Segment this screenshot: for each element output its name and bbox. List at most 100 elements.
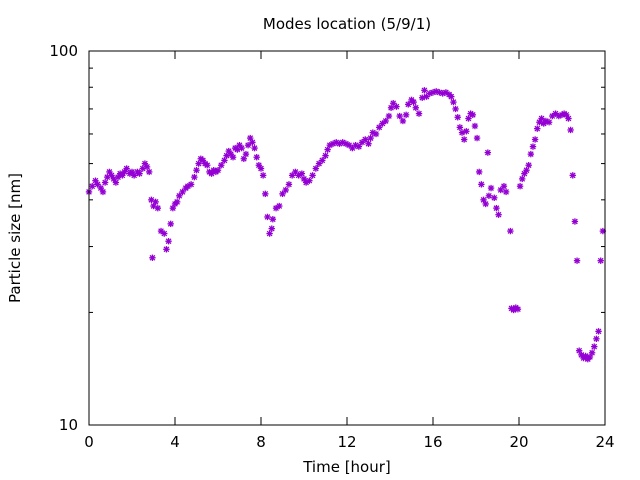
data-point	[187, 181, 195, 188]
data-point	[204, 162, 211, 169]
data-point	[516, 183, 524, 190]
data-point	[471, 122, 479, 130]
data-point	[412, 104, 419, 111]
data-point	[292, 168, 299, 176]
x-tick-label: 20	[509, 433, 528, 451]
data-point	[272, 204, 280, 212]
data-point	[367, 134, 374, 142]
data-point	[527, 150, 535, 158]
data-point	[268, 225, 275, 232]
data-point	[402, 111, 410, 119]
data-point	[365, 140, 372, 147]
data-point	[450, 98, 457, 106]
data-point	[355, 143, 363, 150]
chart-title: Modes location (5/9/1)	[263, 15, 431, 33]
data-point	[476, 168, 483, 176]
plot-frame	[88, 50, 606, 426]
data-point	[319, 157, 326, 164]
y-axis-label: Particle size [nm]	[6, 173, 24, 303]
data-point	[298, 170, 306, 177]
data-point	[242, 150, 250, 158]
data-point	[469, 111, 476, 119]
data-point	[597, 257, 604, 264]
data-point	[448, 93, 455, 100]
data-point	[249, 139, 256, 146]
data-point	[191, 173, 198, 181]
data-point	[238, 144, 245, 152]
data-point	[141, 160, 149, 167]
data-point	[514, 305, 522, 313]
data-point	[214, 167, 222, 174]
data-point	[485, 192, 493, 200]
x-tick-label: 16	[423, 433, 442, 451]
data-point	[218, 162, 225, 169]
x-tick-label: 0	[84, 433, 94, 451]
y-tick-label: 10	[59, 416, 78, 434]
data-point	[456, 124, 464, 131]
data-point	[285, 181, 293, 188]
data-point	[569, 172, 576, 179]
data-point	[259, 172, 267, 179]
data-point	[491, 194, 498, 202]
data-point	[487, 184, 495, 192]
data-point	[396, 112, 403, 120]
y-tick-label: 100	[49, 42, 78, 60]
data-point	[507, 227, 514, 235]
data-point	[161, 230, 168, 237]
data-point	[415, 110, 423, 117]
data-point	[251, 144, 258, 152]
data-point	[262, 190, 269, 198]
data-point	[157, 227, 165, 235]
x-tick-label: 8	[256, 433, 266, 451]
data-point	[309, 172, 316, 179]
data-point	[382, 117, 389, 125]
data-point	[89, 183, 96, 190]
data-point	[529, 143, 537, 150]
data-point	[322, 152, 329, 159]
data-point	[410, 98, 417, 106]
data-point	[519, 175, 526, 183]
data-point	[99, 188, 107, 196]
data-point	[276, 202, 283, 210]
data-point	[571, 218, 579, 225]
data-point	[478, 181, 485, 188]
data-point	[123, 165, 130, 172]
data-point	[465, 115, 472, 122]
data-point	[179, 188, 186, 196]
data-point	[165, 238, 172, 245]
data-point	[173, 198, 181, 206]
data-point	[306, 177, 313, 184]
x-tick-label: 24	[595, 433, 614, 451]
data-point	[229, 154, 237, 161]
data-point	[595, 328, 602, 335]
data-point	[163, 246, 170, 253]
data-point	[101, 179, 109, 186]
data-point	[593, 335, 600, 343]
data-point	[567, 126, 574, 134]
data-point	[146, 168, 153, 176]
data-point	[399, 117, 407, 125]
data-point	[523, 167, 530, 174]
data-point	[538, 115, 545, 122]
x-axis-label: Time [hour]	[302, 458, 391, 476]
data-point	[167, 220, 174, 228]
data-point	[193, 167, 200, 174]
data-point	[143, 163, 151, 171]
data-point	[393, 103, 400, 110]
data-point	[264, 213, 271, 221]
data-point	[421, 87, 428, 94]
data-points	[85, 87, 607, 363]
data-point	[112, 179, 120, 186]
data-point	[525, 162, 532, 169]
data-point	[460, 136, 468, 143]
data-point	[385, 112, 393, 120]
data-point	[253, 154, 260, 161]
data-point	[591, 343, 598, 350]
data-point	[545, 119, 553, 126]
data-point	[463, 128, 470, 135]
data-point	[149, 254, 156, 261]
data-point	[484, 149, 492, 156]
data-point	[257, 165, 265, 172]
